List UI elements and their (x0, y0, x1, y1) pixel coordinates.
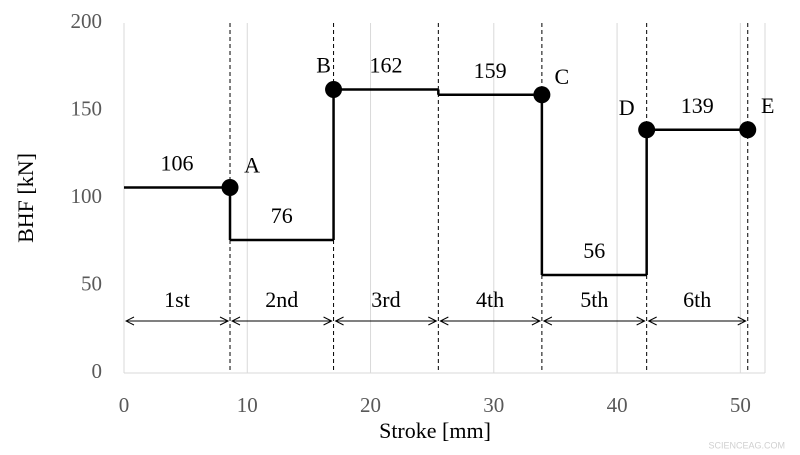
point (739, 121, 757, 139)
y-tick-label: 50 (81, 271, 102, 295)
point (221, 179, 239, 196)
point-label: A (244, 153, 260, 178)
watermark: SCIENCEAG.COM (708, 440, 785, 450)
value-label: 56 (583, 238, 605, 263)
x-tick-label: 20 (360, 393, 381, 417)
x-tick-label: 0 (119, 393, 130, 417)
x-axis-label: Stroke [mm] (379, 418, 491, 443)
value-label: 139 (681, 93, 714, 118)
point (533, 86, 551, 104)
point-label: D (619, 95, 635, 120)
point (638, 121, 656, 139)
y-tick-label: 0 (92, 359, 103, 383)
y-tick-label: 150 (71, 96, 103, 120)
stage-label: 1st (164, 287, 190, 312)
value-label: 106 (161, 151, 194, 176)
point-label: E (761, 93, 774, 118)
y-axis-label: BHF [kN] (13, 153, 38, 243)
stage-label: 4th (476, 287, 504, 312)
x-tick-label: 10 (237, 393, 258, 417)
stage-label: 5th (580, 287, 608, 312)
y-tick-label: 200 (71, 9, 103, 33)
y-tick-label: 100 (71, 184, 103, 208)
stage-label: 3rd (371, 287, 400, 312)
value-label: 76 (271, 203, 293, 228)
x-tick-label: 40 (607, 393, 628, 417)
x-tick-label: 30 (483, 393, 504, 417)
stage-label: 2nd (265, 287, 298, 312)
value-label: 162 (369, 53, 402, 78)
point-label: B (316, 53, 331, 78)
value-label: 159 (474, 58, 507, 83)
point-label: C (555, 64, 570, 89)
stage-label: 6th (683, 287, 711, 312)
x-tick-label: 50 (730, 393, 751, 417)
point (325, 81, 343, 98)
